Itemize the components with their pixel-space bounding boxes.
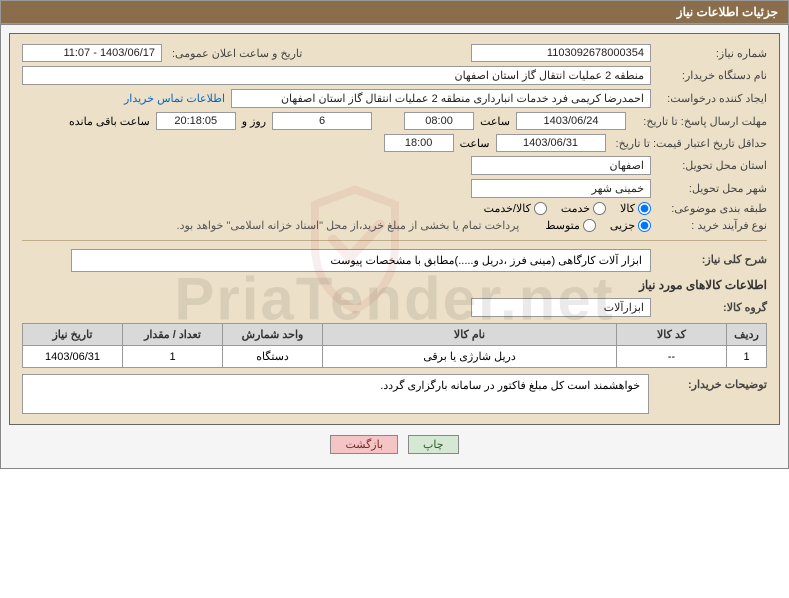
page-header: جزئیات اطلاعات نیاز	[0, 0, 789, 24]
announce-field: 1403/06/17 - 11:07	[22, 44, 162, 62]
page-title: جزئیات اطلاعات نیاز	[677, 5, 778, 19]
deadline-time-field: 08:00	[404, 112, 474, 130]
province-field: اصفهان	[471, 156, 651, 175]
hours-remaining-field: 20:18:05	[156, 112, 236, 130]
radio-medium[interactable]	[583, 219, 596, 232]
city-field: خمینی شهر	[471, 179, 651, 198]
main-panel: شماره نیاز: 1103092678000354 تاریخ و ساع…	[9, 33, 780, 425]
requester-label: ایجاد کننده درخواست:	[657, 92, 767, 105]
validity-date-field: 1403/06/31	[496, 134, 606, 152]
th-name: نام کالا	[323, 324, 617, 346]
notes-label: توضیحات خریدار:	[657, 374, 767, 391]
category-label: طبقه بندی موضوعی:	[657, 202, 767, 215]
validity-time-field: 18:00	[384, 134, 454, 152]
province-label: استان محل تحویل:	[657, 159, 767, 172]
button-bar: چاپ بازگشت	[9, 425, 780, 460]
radio-service[interactable]	[593, 202, 606, 215]
cell-name: دریل شارژی یا برقی	[323, 346, 617, 368]
radio-both[interactable]	[534, 202, 547, 215]
cell-date: 1403/06/31	[23, 346, 123, 368]
goods-info-title: اطلاعات کالاهای مورد نیاز	[22, 278, 767, 292]
th-code: کد کالا	[617, 324, 727, 346]
divider-1	[22, 240, 767, 241]
requester-field: احمدرضا کریمی فرد خدمات انبارداری منطقه …	[231, 89, 651, 108]
th-date: تاریخ نیاز	[23, 324, 123, 346]
radio-goods[interactable]	[638, 202, 651, 215]
need-number-label: شماره نیاز:	[657, 47, 767, 60]
radio-small[interactable]	[638, 219, 651, 232]
notes-box: خواهشمند است کل مبلغ فاکتور در سامانه با…	[22, 374, 649, 414]
deadline-date-field: 1403/06/24	[516, 112, 626, 130]
announce-label: تاریخ و ساعت اعلان عمومی:	[168, 47, 302, 60]
outer-frame: شماره نیاز: 1103092678000354 تاریخ و ساع…	[0, 24, 789, 469]
validity-label: حداقل تاریخ اعتبار قیمت: تا تاریخ:	[612, 137, 767, 150]
goods-table: ردیف کد کالا نام کالا واحد شمارش تعداد /…	[22, 323, 767, 368]
time-label-1: ساعت	[480, 115, 510, 128]
cell-qty: 1	[123, 346, 223, 368]
remaining-suffix: ساعت باقی مانده	[69, 115, 150, 128]
buyer-contact-link[interactable]: اطلاعات تماس خریدار	[124, 92, 225, 105]
process-note: پرداخت تمام یا بخشی از مبلغ خرید،از محل …	[177, 219, 520, 232]
general-desc-box: ابزار آلات کارگاهی (مینی فرز ،دریل و....…	[71, 249, 651, 272]
process-radio-group: جزیی متوسط	[545, 219, 651, 232]
days-word: روز و	[242, 115, 266, 128]
time-label-2: ساعت	[460, 137, 490, 150]
print-button[interactable]: چاپ	[408, 435, 459, 454]
th-qty: تعداد / مقدار	[123, 324, 223, 346]
category-radio-group: کالا خدمت کالا/خدمت	[484, 202, 651, 215]
group-label: گروه کالا:	[657, 301, 767, 314]
table-row: 1 -- دریل شارژی یا برقی دستگاه 1 1403/06…	[23, 346, 767, 368]
general-desc-label: شرح کلی نیاز:	[657, 249, 767, 266]
buyer-org-label: نام دستگاه خریدار:	[657, 69, 767, 82]
cell-num: 1	[727, 346, 767, 368]
cell-code: --	[617, 346, 727, 368]
group-field: ابزارآلات	[471, 298, 651, 317]
process-label: نوع فرآیند خرید :	[657, 219, 767, 232]
buyer-org-field: منطقه 2 عملیات انتقال گاز استان اصفهان	[22, 66, 651, 85]
need-number-field: 1103092678000354	[471, 44, 651, 62]
days-remaining-field: 6	[272, 112, 372, 130]
back-button[interactable]: بازگشت	[330, 435, 398, 454]
cell-unit: دستگاه	[223, 346, 323, 368]
deadline-label: مهلت ارسال پاسخ: تا تاریخ:	[632, 115, 767, 128]
th-row: ردیف	[727, 324, 767, 346]
city-label: شهر محل تحویل:	[657, 182, 767, 195]
th-unit: واحد شمارش	[223, 324, 323, 346]
